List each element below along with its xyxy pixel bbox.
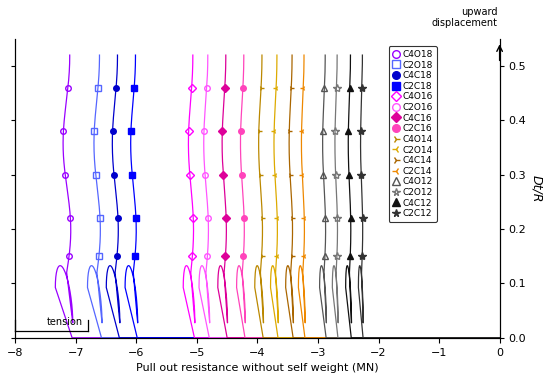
Text: tension: tension <box>47 317 83 327</box>
Y-axis label: Dt/R: Dt/R <box>530 174 543 202</box>
Legend: C4O18, C2O18, C4C18, C2C18, C4O16, C2O16, C4C16, C2C16, C4O14, C2O14, C4C14, C2C: C4O18, C2O18, C4C18, C2C18, C4O16, C2O16… <box>388 46 437 222</box>
Text: upward
displacement: upward displacement <box>431 7 497 28</box>
X-axis label: Pull out resistance without self weight (MN): Pull out resistance without self weight … <box>136 363 379 373</box>
